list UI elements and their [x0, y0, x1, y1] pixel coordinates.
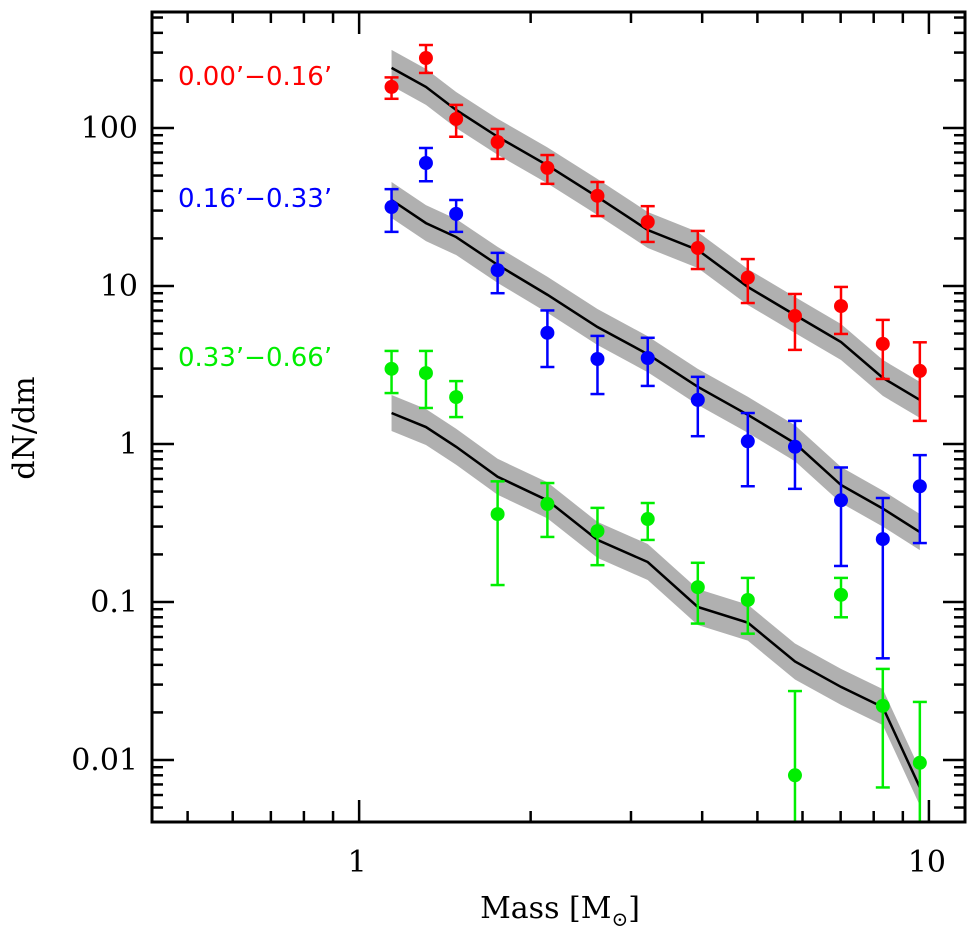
data-point [540, 160, 555, 175]
y-axis-label: dN/dm [7, 376, 42, 479]
data-point [834, 587, 849, 602]
data-point [590, 188, 605, 203]
data-point [834, 493, 849, 508]
data-point [449, 390, 464, 405]
y-tick-label: 0.1 [90, 585, 138, 620]
data-point [787, 308, 802, 323]
legend: 0.00’−0.16’ 0.16’−0.33’ 0.33’−0.66’ [178, 62, 332, 373]
model-line [391, 411, 921, 788]
y-tick-label: 1 [119, 427, 138, 462]
y-tick-label: 10 [100, 269, 138, 304]
data-point [490, 263, 505, 278]
x-tick-label: 1 [348, 845, 367, 880]
data-point [540, 325, 555, 340]
data-point [740, 592, 755, 607]
data-point [418, 156, 433, 171]
y-tick-label: 100 [81, 111, 138, 146]
data-point [690, 240, 705, 255]
legend-label: 0.33’−0.66’ [178, 343, 332, 373]
data-point [418, 366, 433, 381]
data-point [384, 79, 399, 94]
legend-label: 0.00’−0.16’ [178, 62, 332, 92]
y-tick-label: 0.01 [71, 743, 138, 778]
plot-frame [150, 10, 967, 824]
model-band [391, 395, 920, 806]
data-point [640, 351, 655, 366]
data-point [690, 580, 705, 595]
data-point [690, 392, 705, 407]
data-point [384, 361, 399, 376]
x-tick-labels: 1 10 [348, 845, 946, 880]
model-band [391, 182, 920, 551]
model-bands [391, 49, 920, 806]
data-point [875, 698, 890, 713]
data-point [875, 336, 890, 351]
axis-ticks [152, 12, 965, 822]
data-point [490, 135, 505, 150]
data-point [590, 351, 605, 366]
data-point [787, 768, 802, 783]
data-point [640, 215, 655, 230]
data-point [540, 496, 555, 511]
data-point [590, 524, 605, 539]
data-point [912, 363, 927, 378]
data-point [640, 512, 655, 527]
data-point [875, 532, 890, 547]
y-tick-labels: 100 10 1 0.1 0.01 [71, 111, 138, 778]
x-axis-label: Mass [M⊙] [480, 891, 640, 931]
data-point [740, 434, 755, 449]
data-point [912, 755, 927, 770]
data-point [418, 51, 433, 66]
data-point [490, 507, 505, 522]
data-point [384, 200, 399, 215]
data-point [740, 270, 755, 285]
data-point [834, 299, 849, 314]
data-point [449, 111, 464, 126]
data-point [449, 206, 464, 221]
data-points [384, 51, 927, 783]
x-tick-label: 10 [908, 845, 946, 880]
data-point [912, 479, 927, 494]
data-point [787, 439, 802, 454]
legend-label: 0.16’−0.33’ [178, 184, 332, 214]
